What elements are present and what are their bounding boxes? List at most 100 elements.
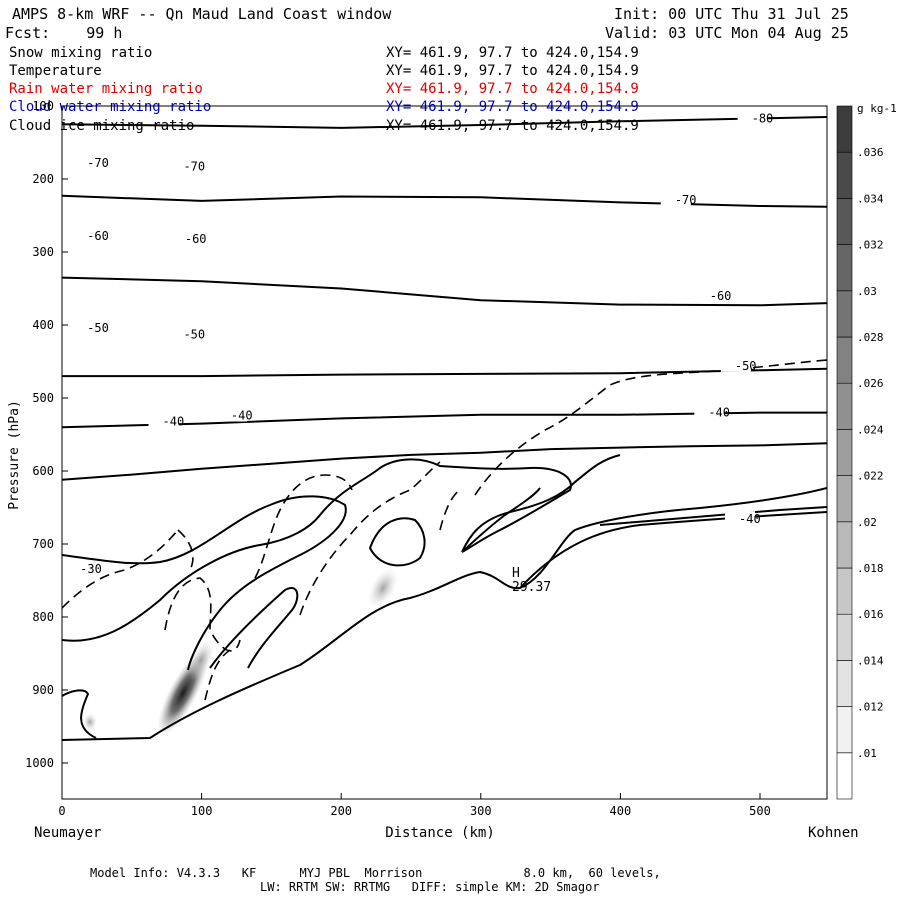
isotherm-line: [62, 367, 827, 378]
dashed-contour: [299, 461, 441, 616]
x-tick-label: 400: [610, 804, 632, 818]
high-marker-value: 29.37: [512, 580, 551, 595]
cloud-contour: [209, 587, 299, 669]
y-tick-label: 700: [32, 537, 54, 551]
x-tick-label: 500: [749, 804, 771, 818]
colorbar-box: [836, 660, 853, 707]
cloud-contour: [62, 689, 97, 739]
x-tick-label: 300: [470, 804, 492, 818]
isotherm-line: [62, 411, 827, 429]
colorbar: .01 .012 .014 .016 .018 .02 .022 .024 .026 .028 .0…: [836, 105, 884, 800]
chart-title: AMPS 8-km WRF -- Qn Maud Land Coast wind…: [12, 5, 392, 23]
isotherm-label: -60: [710, 289, 732, 303]
isotherm-label: -50: [87, 321, 109, 335]
y-tick-label: 500: [32, 391, 54, 405]
y-tick-label: 800: [32, 610, 54, 624]
colorbar-units: g kg-1: [857, 102, 897, 115]
dashed-contour: [204, 649, 231, 701]
isotherm-label: -70: [183, 160, 205, 174]
colorbar-box: [836, 706, 853, 754]
colorbar-label: .014: [857, 654, 884, 667]
isotherm-label-bg: [737, 110, 768, 125]
cloud-contour: [368, 517, 426, 567]
colorbar-label: .016: [857, 608, 884, 621]
isotherm-label: -40: [739, 512, 761, 526]
x-axis-left-label: Neumayer: [34, 825, 101, 841]
cloud-contour: [62, 458, 572, 642]
dashed-contour: [439, 489, 461, 531]
colorbar-label: .018: [857, 562, 884, 575]
colorbar-box: [836, 290, 853, 338]
isotherm-label-bg: [170, 230, 201, 245]
forecast-hour: Fcst: 99 h: [5, 24, 123, 42]
y-tick-label: 100: [32, 99, 54, 113]
isotherm-label-bg: [725, 511, 756, 526]
isotherm-line: [62, 116, 827, 129]
isotherm-label-bg: [66, 560, 97, 575]
field-xy-temperature: XY= 461.9, 97.7 to 424.0,154.9: [386, 63, 639, 79]
field-name-rain: Rain water mixing ratio: [9, 81, 203, 97]
colorbar-box: [836, 105, 853, 153]
cloud-contour: [461, 454, 621, 553]
colorbar-box: [836, 151, 853, 199]
init-time: Init: 00 UTC Thu 31 Jul 25: [614, 5, 849, 23]
y-tick-label: 1000: [25, 756, 54, 770]
colorbar-label: .036: [857, 146, 884, 159]
x-tick-label: 0: [58, 804, 65, 818]
cloud-contour: [62, 487, 827, 741]
isotherm-label-bg: [695, 287, 726, 302]
colorbar-label: .024: [857, 423, 884, 436]
field-name-snow: Snow mixing ratio: [9, 45, 153, 61]
colorbar-box: [836, 429, 853, 476]
isotherm-label: -40: [163, 414, 185, 428]
isotherm-line: [62, 442, 827, 481]
dashed-contour: [474, 359, 827, 496]
colorbar-label: .03: [857, 285, 877, 298]
dashed-contour: [62, 529, 179, 609]
isotherm-label: -70: [87, 156, 109, 170]
isotherm-line: [62, 194, 827, 208]
x-tick-label: 100: [191, 804, 213, 818]
isotherm-label-bg: [169, 326, 200, 341]
field-name-temperature: Temperature: [9, 63, 102, 79]
snow-maximum-shading: [188, 639, 214, 681]
isotherm-label-bg: [73, 227, 104, 242]
colorbar-box: [836, 198, 853, 245]
cloud-contour: [519, 511, 827, 589]
snow-maximum-shading: [83, 713, 97, 731]
y-axis-label: Pressure (hPa): [7, 400, 22, 510]
colorbar-label: .028: [857, 331, 884, 344]
colorbar-box: [836, 521, 853, 569]
isotherm-label: -80: [752, 111, 774, 125]
isotherm-label: -50: [735, 359, 757, 373]
colorbar-box: [836, 382, 853, 430]
colorbar-box: [836, 613, 853, 661]
isotherm-line: [62, 276, 827, 307]
isotherm-label-bg: [73, 319, 104, 334]
dashed-contour: [177, 529, 194, 571]
model-info-line2: LW: RRTM SW: RRTMG DIFF: simple KM: 2D S…: [260, 880, 600, 894]
isotherm-label: -60: [185, 232, 207, 246]
colorbar-box: [836, 336, 853, 384]
isotherm-label-bg: [720, 357, 751, 372]
colorbar-box: [836, 244, 853, 292]
snow-maximum-shading: [367, 568, 399, 608]
isotherm-label: -30: [80, 562, 102, 576]
y-tick-label: 600: [32, 464, 54, 478]
isotherm-label: -60: [87, 229, 109, 243]
colorbar-label: .012: [857, 701, 884, 714]
x-axis-right-label: Kohnen: [808, 825, 859, 841]
isotherm-label-bg: [694, 404, 725, 419]
isotherm-label-bg: [169, 158, 200, 173]
valid-time: Valid: 03 UTC Mon 04 Aug 25: [605, 24, 849, 42]
colorbar-box: [836, 475, 853, 523]
isotherm-label: -70: [675, 193, 697, 207]
x-axis-label: Distance (km): [385, 825, 495, 841]
high-marker-symbol: H: [512, 566, 520, 581]
isotherm-label: -50: [183, 327, 205, 341]
field-xy-rain: XY= 461.9, 97.7 to 424.0,154.9: [386, 81, 639, 97]
field-xy-cloud-water: XY= 461.9, 97.7 to 424.0,154.9: [386, 99, 639, 115]
dashed-contour: [254, 474, 353, 579]
dashed-contour: [164, 577, 241, 652]
